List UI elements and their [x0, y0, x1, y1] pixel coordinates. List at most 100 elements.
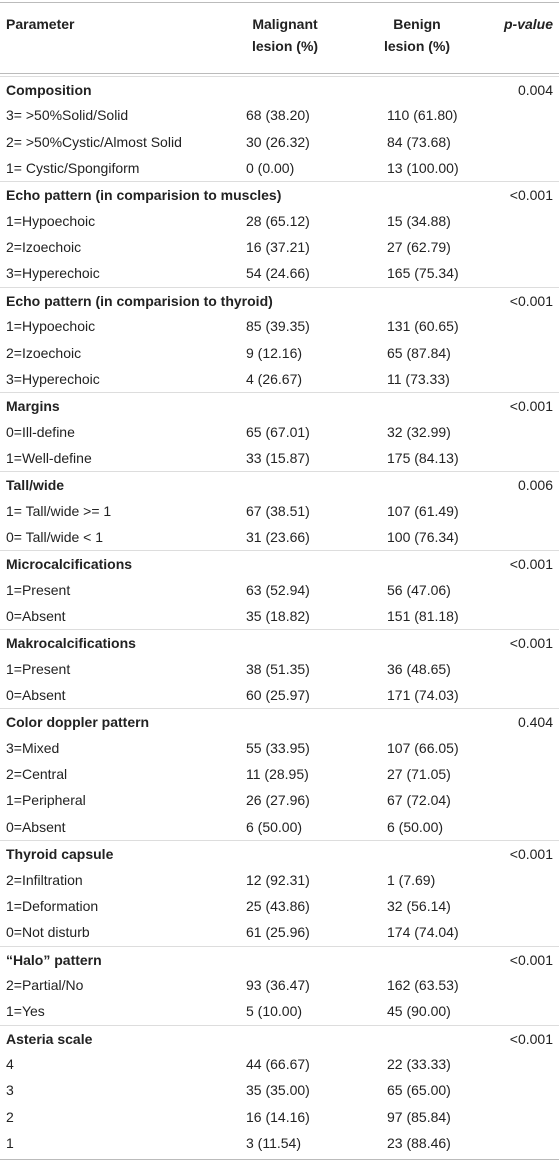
data-row: 3 35 (35.00) 65 (65.00): [0, 1077, 559, 1103]
parameter: 1=Hypoechoic: [6, 212, 96, 229]
parameter: 2=Infiltration: [6, 871, 83, 888]
parameter: 0=Ill-define: [6, 423, 75, 440]
parameter: 1=Peripheral: [6, 792, 86, 809]
malignant: 85 (39.35): [246, 318, 310, 335]
benign: 100 (76.34): [387, 528, 459, 545]
p-value: 0.404: [517, 714, 553, 731]
data-row: 1=Hypoechoic 85 (39.35) 131 (60.65): [0, 313, 559, 339]
malignant: 44 (66.67): [246, 1055, 310, 1072]
benign: 22 (33.33): [387, 1055, 451, 1072]
p-value: <0.001: [509, 398, 553, 415]
malignant: 11 (28.95): [246, 766, 309, 783]
parameter: 3: [6, 1082, 14, 1099]
parameter: 1=Hypoechoic: [6, 318, 96, 335]
data-row: 2= >50%Cystic/Almost Solid 30 (26.32) 84 (…: [0, 129, 559, 155]
parameter: 1=Well-define: [6, 449, 92, 466]
data-row: 1=Peripheral 26 (27.96) 67 (72.04): [0, 787, 559, 813]
malignant: 26 (27.96): [246, 792, 310, 809]
section-row: Echo pattern (in comparision to thyroid)…: [0, 286, 559, 313]
data-row: 1=Deformation 25 (43.86) 32 (56.14): [0, 893, 559, 919]
data-row: 0=Not disturb 61 (25.96) 174 (74.04): [0, 919, 559, 945]
section-title: Microcalcifications: [6, 556, 133, 573]
p-value: <0.001: [509, 635, 553, 652]
data-row: 1=Yes 5 (10.00) 45 (90.00): [0, 998, 559, 1024]
p-value: <0.001: [509, 187, 553, 204]
benign: 56 (47.06): [387, 581, 451, 598]
p-value: <0.001: [509, 556, 553, 573]
header-cell: Malignant lesion (%): [230, 13, 340, 57]
section-title: Echo pattern (in comparision to thyroid): [6, 292, 273, 309]
parameter: 1: [6, 1135, 14, 1151]
data-row: 2=Partial/No 93 (36.47) 162 (63.53): [0, 972, 559, 998]
section-title: Tall/wide: [6, 477, 65, 494]
benign: 65 (65.00): [387, 1082, 451, 1099]
data-row: 3=Hyperechoic 4 (26.67) 11 (73.33): [0, 366, 559, 392]
malignant: 60 (25.97): [246, 687, 310, 704]
malignant: 5 (10.00): [246, 1003, 303, 1020]
parameter: 2=Partial/No: [6, 976, 84, 993]
p-value: 0.004: [517, 82, 553, 98]
section-row: Echo pattern (in comparision to muscles)…: [0, 181, 559, 207]
benign: 45 (90.00): [387, 1003, 451, 1020]
header-line: lesion (%): [383, 38, 451, 54]
data-row: 3=Hyperechoic 54 (24.66) 165 (75.34): [0, 260, 559, 286]
data-row: 1=Hypoechoic 28 (65.12) 15 (34.88): [0, 208, 559, 234]
benign: 27 (71.05): [387, 766, 451, 783]
section-row: Microcalcifications <0.001: [0, 550, 559, 576]
benign: 165 (75.34): [387, 265, 459, 282]
benign: 36 (48.65): [387, 660, 451, 677]
parameter: 2=Central: [6, 766, 68, 783]
malignant: 3 (11.54): [246, 1135, 301, 1151]
section-row: Makrocalcifications <0.001: [0, 629, 559, 655]
malignant: 16 (14.16): [246, 1108, 310, 1125]
malignant: 25 (43.86): [246, 897, 310, 914]
malignant: 38 (51.35): [246, 660, 310, 677]
parameter: 2=Izoechoic: [6, 344, 82, 361]
header-line: Malignant: [252, 16, 318, 32]
p-value: <0.001: [509, 1030, 553, 1047]
section-title: “Halo” pattern: [6, 951, 102, 968]
benign: 15 (34.88): [387, 212, 451, 229]
data-row: 1 3 (11.54) 23 (88.46): [0, 1130, 559, 1156]
malignant: 4 (26.67): [246, 370, 303, 387]
section-title: Echo pattern (in comparision to muscles): [6, 187, 282, 204]
parameter: 0=Absent: [6, 687, 66, 704]
parameter: 1= Cystic/Spongiform: [6, 160, 140, 177]
benign: 174 (74.04): [387, 924, 459, 941]
benign: 65 (87.84): [387, 344, 451, 361]
data-row: 0= Tall/wide < 1 31 (23.66) 100 (76.34): [0, 524, 559, 550]
malignant: 61 (25.96): [246, 924, 310, 941]
section-title: Composition: [6, 82, 92, 98]
malignant: 6 (50.00): [246, 818, 303, 835]
section-title: Asteria scale: [6, 1030, 93, 1047]
section-row: Thyroid capsule <0.001: [0, 840, 559, 866]
parameter: 1=Deformation: [6, 897, 99, 914]
data-row: 3= >50%Solid/Solid 68 (38.20) 110 (61.80): [0, 102, 559, 128]
section-row: Margins <0.001: [0, 392, 559, 418]
benign: 97 (85.84): [387, 1108, 451, 1125]
section-row: Color doppler pattern 0.404: [0, 708, 559, 734]
parameter: 3=Hyperechoic: [6, 265, 100, 282]
benign: 131 (60.65): [387, 318, 459, 335]
header-cell: Parameter: [6, 16, 75, 32]
malignant: 12 (92.31): [246, 871, 310, 888]
benign: 13 (100.00): [387, 160, 459, 177]
section-row: Asteria scale <0.001: [0, 1024, 559, 1051]
data-row: 3=Mixed 55 (33.95) 107 (66.05): [0, 735, 559, 761]
malignant: 9 (12.16): [246, 344, 303, 361]
section-row: Tall/wide 0.006: [0, 471, 559, 497]
parameter: 4: [6, 1055, 14, 1072]
benign: 107 (66.05): [387, 739, 459, 756]
benign: 110 (61.80): [387, 107, 458, 124]
data-row: 0=Absent 35 (18.82) 151 (81.18): [0, 603, 559, 629]
malignant: 54 (24.66): [246, 265, 310, 282]
data-row: 0=Absent 60 (25.97) 171 (74.03): [0, 682, 559, 708]
section-row: “Halo” pattern <0.001: [0, 945, 559, 972]
benign: 11 (73.33): [387, 370, 450, 387]
malignant: 65 (67.01): [246, 423, 310, 440]
parameter: 0=Absent: [6, 608, 66, 624]
benign: 32 (32.99): [387, 423, 451, 440]
